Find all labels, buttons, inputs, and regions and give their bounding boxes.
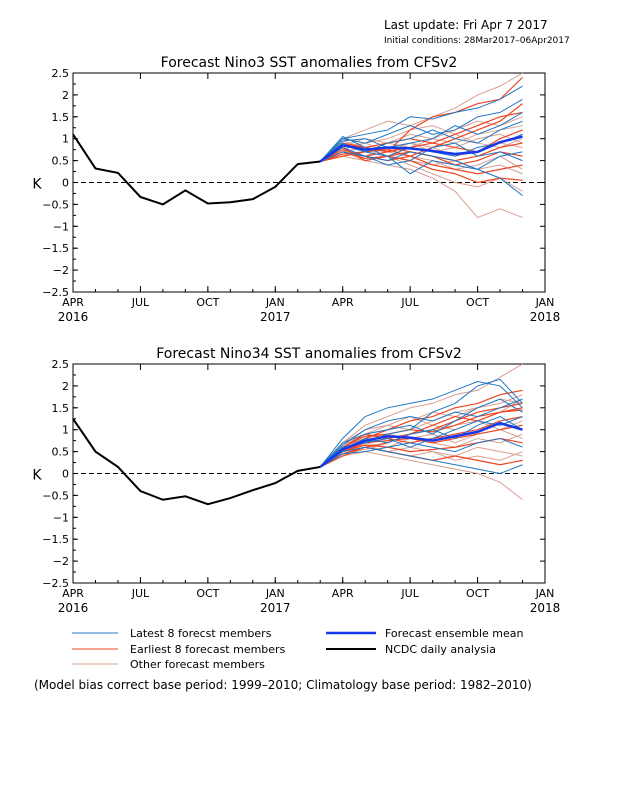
nino34-ytick-label: 2.5 xyxy=(52,358,70,371)
nino34-ytick-label: −2 xyxy=(53,555,69,568)
nino3-other-member-9 xyxy=(320,151,523,175)
nino3-xtick-label: JAN xyxy=(265,296,285,309)
last-update-text: Last update: Fri Apr 7 2017 xyxy=(384,18,548,32)
nino34-xtick-label: JUL xyxy=(400,587,419,600)
nino34-latest-member-7 xyxy=(319,437,523,468)
nino3-year-label: 2017 xyxy=(260,310,291,324)
nino3-ytick-label: 1 xyxy=(62,133,69,146)
footnote: (Model bias correct base period: 1999–20… xyxy=(34,678,532,692)
nino34-xtick-label: JAN xyxy=(535,587,555,600)
nino3-earliest-member-6 xyxy=(320,149,523,175)
legend: Latest 8 forecst members Earliest 8 fore… xyxy=(72,627,524,671)
nino3-other-member-2 xyxy=(319,72,523,162)
nino3-other-member-4 xyxy=(320,125,523,162)
nino34-ytick-label: −1.5 xyxy=(42,533,69,546)
nino3-ytick-label: 1.5 xyxy=(52,111,70,124)
nino34-latest-member-6 xyxy=(319,398,523,468)
nino3-ylabel: K xyxy=(32,177,42,193)
legend-latest-label: Latest 8 forecst members xyxy=(130,627,272,640)
nino34-year-label: 2017 xyxy=(260,601,291,615)
legend-other-label: Other forecast members xyxy=(130,658,265,671)
legend-mean-label: Forecast ensemble mean xyxy=(385,627,524,640)
nino3-ytick-label: −1.5 xyxy=(42,242,69,255)
nino3-xtick-label: JUL xyxy=(131,296,150,309)
nino3-other-member-1 xyxy=(320,155,523,219)
nino34-year-label: 2016 xyxy=(58,601,89,615)
nino34-ytick-label: −0.5 xyxy=(42,489,69,502)
nino34-ensemble-mean xyxy=(319,421,523,468)
nino34-ylabel: K xyxy=(32,468,42,484)
nino3-ytick-label: 2 xyxy=(62,89,69,102)
nino3-latest-member-1 xyxy=(319,135,523,197)
nino34-year-label: 2018 xyxy=(530,601,561,615)
nino34-latest-member-4 xyxy=(319,398,523,468)
nino3-title: Forecast Nino3 SST anomalies from CFSv2 xyxy=(161,55,458,71)
nino3-latest-member-2 xyxy=(319,85,523,162)
nino3-ytick-label: 0.5 xyxy=(52,155,70,168)
nino3-chart: Forecast Nino3 SST anomalies from CFSv2 2… xyxy=(32,55,560,324)
nino34-xtick-label: JUL xyxy=(131,587,150,600)
nino3-latest-member-7 xyxy=(319,111,523,162)
nino34-earliest-member-7 xyxy=(319,407,523,468)
nino3-year-label: 2016 xyxy=(58,310,89,324)
nino3-xtick-label: JUL xyxy=(400,296,419,309)
nino3-xtick-label: APR xyxy=(332,296,354,309)
nino3-xtick-label: OCT xyxy=(196,296,219,309)
nino3-year-label: 2018 xyxy=(530,310,561,324)
nino3-ytick-label: −2 xyxy=(53,264,69,277)
nino34-xtick-label: APR xyxy=(332,587,354,600)
nino34-ytick-label: 2 xyxy=(62,380,69,393)
nino34-xtick-label: OCT xyxy=(196,587,219,600)
nino3-ytick-label: 0 xyxy=(62,177,69,190)
nino34-earliest-member-8 xyxy=(319,415,523,468)
nino34-other-member-2 xyxy=(320,451,523,501)
nino3-xtick-label: JAN xyxy=(535,296,555,309)
nino34-ytick-label: −1 xyxy=(53,511,69,524)
nino34-chart: Forecast Nino34 SST anomalies from CFSv2… xyxy=(32,346,560,615)
nino34-xtick-label: JAN xyxy=(265,587,285,600)
nino3-ytick-label: −1 xyxy=(53,220,69,233)
nino3-latest-member-5 xyxy=(319,98,523,162)
nino3-ytick-label: −0.5 xyxy=(42,198,69,211)
nino34-analysis-line xyxy=(72,418,321,506)
nino3-ytick-label: 2.5 xyxy=(52,67,70,80)
nino3-xtick-label: OCT xyxy=(466,296,489,309)
legend-analysis-label: NCDC daily analysia xyxy=(385,643,496,656)
nino34-ytick-label: −2.5 xyxy=(42,577,69,590)
nino34-ytick-label: 1 xyxy=(62,424,69,437)
legend-earliest-label: Earliest 8 forecast members xyxy=(130,643,286,656)
nino34-ytick-label: 0.5 xyxy=(52,446,70,459)
nino34-earliest-member-3 xyxy=(319,402,523,468)
nino34-latest-member-3 xyxy=(319,446,523,475)
nino3-latest-member-6 xyxy=(320,142,523,166)
nino34-title: Forecast Nino34 SST anomalies from CFSv2 xyxy=(156,346,462,362)
nino3-xtick-label: APR xyxy=(62,296,84,309)
nino34-latest-member-1 xyxy=(319,381,523,468)
nino3-ytick-label: −2.5 xyxy=(42,286,69,299)
nino34-xtick-label: APR xyxy=(62,587,84,600)
nino34-xtick-label: OCT xyxy=(466,587,489,600)
nino3-analysis-line xyxy=(72,133,321,206)
initial-conditions-text: Initial conditions: 28Mar2017–06Apr2017 xyxy=(384,36,570,46)
nino34-ytick-label: 0 xyxy=(62,468,69,481)
nino3-ensemble-mean xyxy=(319,135,523,163)
nino34-ytick-label: 1.5 xyxy=(52,402,70,415)
